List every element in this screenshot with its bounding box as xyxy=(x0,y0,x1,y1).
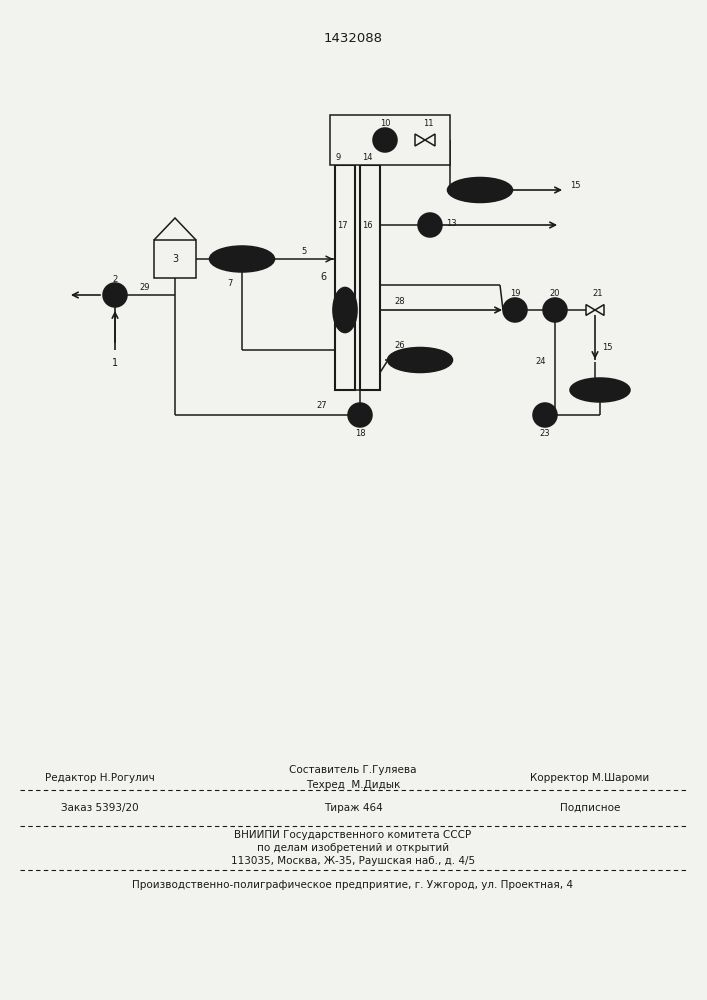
Ellipse shape xyxy=(387,348,452,372)
Circle shape xyxy=(373,128,397,152)
Circle shape xyxy=(103,283,127,307)
Circle shape xyxy=(533,403,557,427)
Polygon shape xyxy=(425,134,435,146)
Text: 23: 23 xyxy=(539,428,550,438)
Text: 27: 27 xyxy=(316,400,327,410)
Text: Заказ 5393/20: Заказ 5393/20 xyxy=(62,803,139,813)
Ellipse shape xyxy=(448,178,513,202)
Text: 7: 7 xyxy=(228,278,233,288)
Text: 4: 4 xyxy=(239,254,245,264)
Text: 14: 14 xyxy=(362,152,373,161)
Text: 24: 24 xyxy=(536,358,547,366)
Text: 19: 19 xyxy=(510,290,520,298)
Text: 26: 26 xyxy=(395,342,405,351)
Ellipse shape xyxy=(209,246,274,272)
Bar xyxy=(335,165,355,390)
Text: 28: 28 xyxy=(395,298,405,306)
Text: Корректор М.Шароми: Корректор М.Шароми xyxy=(530,773,650,783)
Circle shape xyxy=(543,298,567,322)
Text: 18: 18 xyxy=(355,428,366,438)
Circle shape xyxy=(503,298,527,322)
Text: 9: 9 xyxy=(335,152,341,161)
Text: 8: 8 xyxy=(422,356,428,364)
Bar xyxy=(360,165,380,390)
Text: Производственно-полиграфическое предприятие, г. Ужгород, ул. Проектная, 4: Производственно-полиграфическое предприя… xyxy=(132,880,573,890)
Text: 2: 2 xyxy=(112,274,117,284)
Text: 1: 1 xyxy=(112,358,118,368)
Text: 10: 10 xyxy=(380,119,390,128)
Text: 29: 29 xyxy=(140,282,151,292)
Text: 22: 22 xyxy=(595,385,605,394)
Circle shape xyxy=(418,213,442,237)
Text: Подписное: Подписное xyxy=(560,803,620,813)
Text: 20: 20 xyxy=(550,290,560,298)
Polygon shape xyxy=(415,134,425,146)
Text: 17: 17 xyxy=(337,221,347,230)
Text: 12: 12 xyxy=(474,186,485,194)
Ellipse shape xyxy=(333,288,357,332)
Text: 113035, Москва, Ж-35, Раушская наб., д. 4/5: 113035, Москва, Ж-35, Раушская наб., д. … xyxy=(231,856,475,866)
Text: ВНИИПИ Государственного комитета СССР: ВНИИПИ Государственного комитета СССР xyxy=(235,830,472,840)
Text: 6: 6 xyxy=(321,272,327,282)
Circle shape xyxy=(348,403,372,427)
Text: 3: 3 xyxy=(172,254,178,264)
Text: 16: 16 xyxy=(362,221,373,230)
Text: Составитель Г.Гуляева: Составитель Г.Гуляева xyxy=(289,765,416,775)
Polygon shape xyxy=(595,305,604,315)
Text: Редактор Н.Рогулич: Редактор Н.Рогулич xyxy=(45,773,155,783)
Text: Техред  М.Дидык: Техред М.Дидык xyxy=(306,780,400,790)
Polygon shape xyxy=(586,305,595,315)
Ellipse shape xyxy=(570,378,630,402)
Bar xyxy=(330,115,450,165)
Text: 13: 13 xyxy=(446,219,457,228)
Text: 1432088: 1432088 xyxy=(324,31,382,44)
Text: 15: 15 xyxy=(570,182,580,190)
Text: Тираж 464: Тираж 464 xyxy=(324,803,382,813)
Text: по делам изобретений и открытий: по делам изобретений и открытий xyxy=(257,843,449,853)
Text: 21: 21 xyxy=(592,290,603,298)
Text: 5: 5 xyxy=(301,246,307,255)
Text: 11: 11 xyxy=(423,119,433,128)
Text: 15: 15 xyxy=(602,344,612,353)
Bar xyxy=(154,240,196,278)
